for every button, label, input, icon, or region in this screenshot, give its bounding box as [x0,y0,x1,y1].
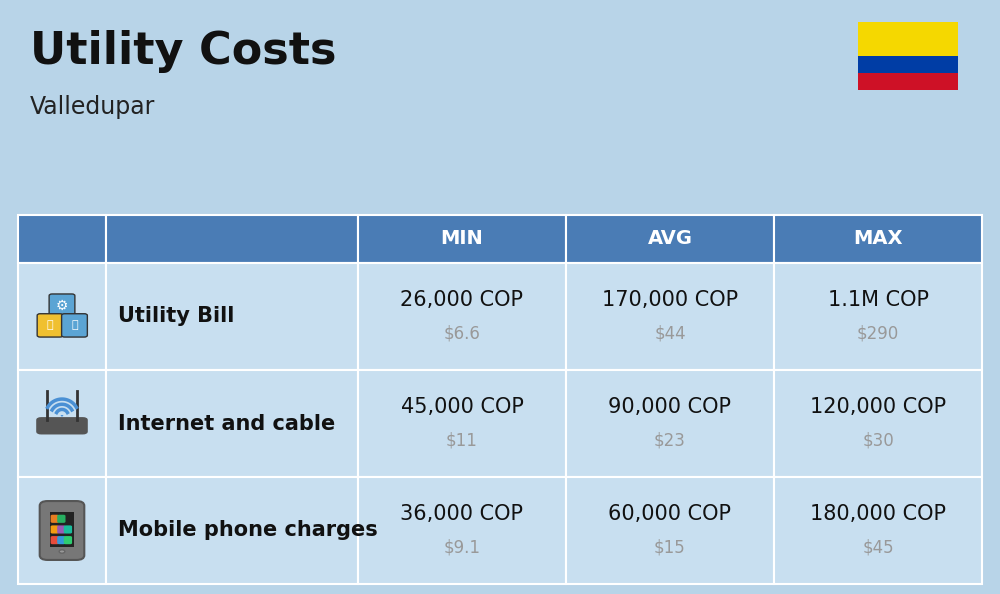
Text: Utility Costs: Utility Costs [30,30,336,73]
Text: $15: $15 [654,538,686,556]
Text: $23: $23 [654,431,686,449]
Text: MIN: MIN [441,229,483,248]
FancyBboxPatch shape [57,536,66,544]
FancyBboxPatch shape [774,215,982,263]
FancyBboxPatch shape [774,263,982,370]
FancyBboxPatch shape [36,417,88,434]
FancyBboxPatch shape [358,215,566,263]
Text: $9.1: $9.1 [443,538,480,556]
Text: Internet and cable: Internet and cable [118,413,335,434]
FancyBboxPatch shape [57,515,66,523]
FancyBboxPatch shape [18,477,106,584]
FancyBboxPatch shape [40,501,84,560]
FancyBboxPatch shape [57,525,66,533]
FancyBboxPatch shape [18,370,106,477]
FancyBboxPatch shape [51,525,59,533]
Text: 45,000 COP: 45,000 COP [401,397,523,417]
FancyBboxPatch shape [566,477,774,584]
Circle shape [59,550,65,553]
Text: 180,000 COP: 180,000 COP [810,504,946,524]
Text: $11: $11 [446,431,478,449]
FancyBboxPatch shape [858,73,958,90]
FancyBboxPatch shape [18,215,106,263]
Text: $30: $30 [862,431,894,449]
FancyBboxPatch shape [51,515,59,523]
Text: $45: $45 [862,538,894,556]
FancyBboxPatch shape [858,56,958,73]
Text: MAX: MAX [853,229,903,248]
FancyBboxPatch shape [106,263,358,370]
Text: AVG: AVG [647,229,692,248]
Text: Valledupar: Valledupar [30,95,155,119]
FancyBboxPatch shape [49,294,75,317]
FancyBboxPatch shape [106,370,358,477]
FancyBboxPatch shape [50,511,74,547]
FancyBboxPatch shape [566,215,774,263]
FancyBboxPatch shape [358,477,566,584]
FancyBboxPatch shape [64,536,72,544]
Text: 170,000 COP: 170,000 COP [602,290,738,310]
FancyBboxPatch shape [62,314,87,337]
FancyBboxPatch shape [37,314,63,337]
Text: 60,000 COP: 60,000 COP [608,504,731,524]
Text: Mobile phone charges: Mobile phone charges [118,520,378,541]
FancyBboxPatch shape [774,370,982,477]
FancyBboxPatch shape [566,263,774,370]
FancyBboxPatch shape [358,370,566,477]
Circle shape [61,415,63,416]
FancyBboxPatch shape [566,370,774,477]
FancyBboxPatch shape [106,215,358,263]
FancyBboxPatch shape [358,263,566,370]
Text: Utility Bill: Utility Bill [118,307,234,327]
FancyBboxPatch shape [18,263,106,370]
Text: 26,000 COP: 26,000 COP [400,290,524,310]
Text: 🔧: 🔧 [71,320,78,330]
Text: $290: $290 [857,324,899,342]
Text: $44: $44 [654,324,686,342]
FancyBboxPatch shape [106,477,358,584]
Text: 36,000 COP: 36,000 COP [400,504,524,524]
FancyBboxPatch shape [774,477,982,584]
Text: 120,000 COP: 120,000 COP [810,397,946,417]
Text: 1.1M COP: 1.1M COP [828,290,928,310]
Text: 🔌: 🔌 [47,320,53,330]
FancyBboxPatch shape [64,525,72,533]
Text: ⚙: ⚙ [56,299,68,312]
FancyBboxPatch shape [858,22,958,56]
Text: $6.6: $6.6 [444,324,480,342]
FancyBboxPatch shape [51,536,59,544]
Text: 90,000 COP: 90,000 COP [608,397,731,417]
